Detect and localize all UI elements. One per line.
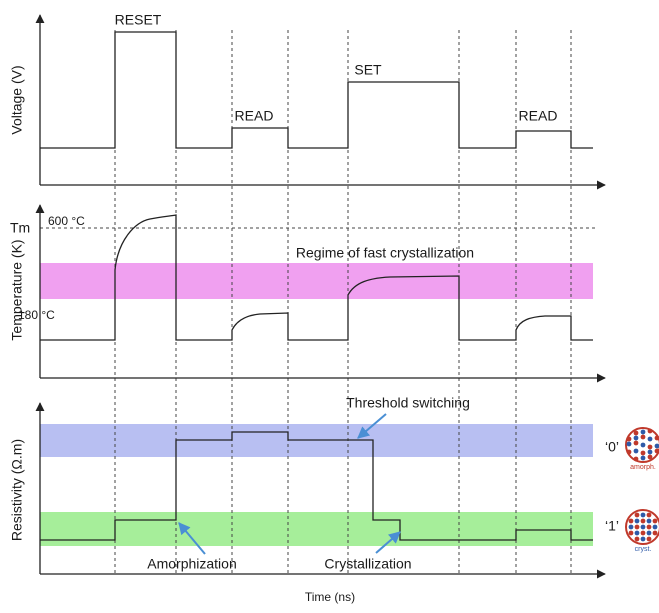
- atom: [654, 443, 659, 449]
- annotation-arrow: [375, 531, 401, 554]
- atom: [640, 518, 646, 524]
- y-axis-label: Resistivity (Ω.m): [9, 439, 25, 541]
- atom: [647, 449, 653, 455]
- atom: [640, 524, 646, 530]
- atom: [640, 455, 646, 461]
- atom: [628, 518, 634, 524]
- state-label: ‘1’: [605, 518, 619, 534]
- state-label: ‘0’: [605, 439, 619, 455]
- annotation-arrow: [178, 522, 206, 555]
- atom: [640, 530, 646, 536]
- atom: [626, 436, 632, 442]
- atom: [640, 450, 646, 456]
- atom: [640, 429, 646, 435]
- y-axis-label: Voltage (V): [9, 65, 25, 134]
- temperature-label: 600 °C: [48, 214, 85, 228]
- pulse-label: READ: [519, 108, 558, 124]
- atom: [646, 536, 652, 542]
- atom: [626, 449, 632, 455]
- atom: [634, 524, 640, 530]
- band-label: Regime of fast crystallization: [296, 245, 474, 261]
- atom: [646, 530, 652, 536]
- atom-icons: [625, 427, 659, 545]
- resistivity-waveform: [40, 431, 593, 541]
- annotation: Crystallization: [324, 556, 411, 572]
- atom: [647, 428, 653, 434]
- annotation: Amorphization: [147, 556, 237, 572]
- pulse-label: READ: [235, 108, 274, 124]
- atom: [628, 524, 634, 530]
- atom: [647, 454, 653, 460]
- crystalline-band: [40, 512, 593, 546]
- x-axis-label: Time (ns): [305, 590, 355, 604]
- atom: [646, 524, 652, 530]
- atom: [652, 530, 658, 536]
- y-axis-label: Temperature (K): [9, 239, 25, 340]
- atom: [634, 536, 640, 542]
- annotation-arrow: [357, 413, 387, 439]
- icon-label: amorph.: [630, 464, 656, 471]
- atom: [654, 448, 659, 454]
- annotation: Threshold switching: [346, 395, 470, 411]
- atom: [652, 518, 658, 524]
- temperature-label: 180 °C: [18, 308, 55, 322]
- atom: [633, 448, 639, 454]
- pulse-label: RESET: [115, 12, 162, 28]
- atom: [626, 441, 632, 447]
- atom: [633, 430, 639, 436]
- atom: [634, 518, 640, 524]
- atom: [646, 518, 652, 524]
- pulse-label: SET: [354, 62, 382, 78]
- atom: [640, 434, 646, 440]
- voltage-waveform: [40, 31, 593, 149]
- atom: [654, 435, 659, 441]
- atom: [647, 444, 653, 450]
- atom: [633, 456, 639, 462]
- atom: [647, 436, 653, 442]
- atom: [640, 536, 646, 542]
- icon-label: cryst.: [635, 546, 652, 553]
- atom: [652, 524, 658, 530]
- atom: [634, 512, 640, 518]
- atom: [646, 512, 652, 518]
- atom: [634, 530, 640, 536]
- tm-label: Tm: [10, 220, 30, 236]
- time-markers: [114, 30, 572, 574]
- atom: [640, 442, 646, 448]
- fast-crystallization-band: [40, 263, 593, 299]
- atom: [640, 512, 646, 518]
- atom: [633, 440, 639, 446]
- atom: [628, 530, 634, 536]
- temperature-waveform: [40, 214, 593, 341]
- atom: [633, 435, 639, 441]
